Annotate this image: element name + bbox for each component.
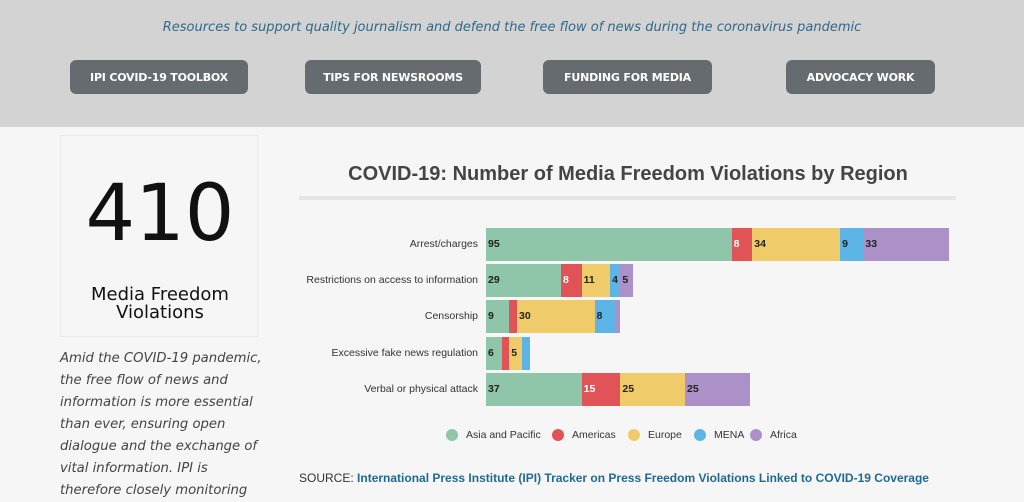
bar-segment-africa[interactable] <box>615 300 621 334</box>
legend-dot-icon <box>552 429 564 441</box>
legend-item[interactable]: Europe <box>628 429 682 441</box>
bar-segment-asia-and-pacific[interactable] <box>486 300 510 334</box>
bar-value-label: 11 <box>583 274 595 287</box>
category-label: Censorship <box>424 310 478 323</box>
bar-segment-europe[interactable] <box>517 300 595 334</box>
bar-value-label: 15 <box>583 382 596 395</box>
bar-segment-mena[interactable] <box>840 228 864 261</box>
bar-value-label: 30 <box>519 310 531 323</box>
legend-item[interactable]: MENA <box>694 429 744 441</box>
source-link[interactable]: International Press Institute (IPI) Trac… <box>357 471 929 485</box>
source-prefix: SOURCE: <box>299 471 354 485</box>
banner-tagline: Resources to support quality journalism … <box>162 20 862 35</box>
legend-item[interactable]: Asia and Pacific <box>446 429 541 441</box>
title-divider <box>299 196 956 200</box>
legend-dot-icon <box>628 429 640 441</box>
bar-value-label: 5 <box>511 346 518 359</box>
bar-segment-americas[interactable] <box>731 228 753 261</box>
funding-for-media-button[interactable]: FUNDING FOR MEDIA <box>543 60 712 94</box>
bar-segment-asia-and-pacific[interactable] <box>486 372 582 406</box>
violations-count: 410 <box>85 169 235 259</box>
bar-segment-mena[interactable] <box>610 264 621 298</box>
violations-stat-box: 410 Media Freedom Violations <box>60 135 258 337</box>
intro-paragraph: Amid the COVID-19 pandemic, the free flo… <box>60 351 262 498</box>
bar-segment-africa[interactable] <box>620 264 634 298</box>
violations-label-line1: Media Freedom <box>91 284 229 305</box>
legend-dot-icon <box>446 429 458 441</box>
bar-value-label: 4 <box>612 274 618 287</box>
ipi-covid-toolbox-button[interactable]: IPI COVID-19 TOOLBOX <box>70 60 248 94</box>
bar-value-label: 5 <box>622 274 629 287</box>
category-label: Arrest/charges <box>409 238 478 250</box>
category-label: Restrictions on access to information <box>306 274 478 287</box>
legend-label: Europe <box>648 429 682 441</box>
top-banner: Resources to support quality journalism … <box>0 0 1024 127</box>
bar-segment-europe[interactable] <box>509 336 523 370</box>
bar-segment-americas[interactable] <box>501 336 510 370</box>
legend-item[interactable]: Americas <box>552 429 616 441</box>
bar-segment-mena[interactable] <box>522 336 530 370</box>
legend-dot-icon <box>694 429 706 441</box>
bar-value-label: 8 <box>733 238 740 250</box>
legend-dot-icon <box>750 429 762 441</box>
legend-label: Asia and Pacific <box>466 429 541 441</box>
bar-segment-asia-and-pacific[interactable] <box>486 336 502 370</box>
bar-value-label: 33 <box>865 238 878 250</box>
bar-segment-europe[interactable] <box>620 372 686 406</box>
advocacy-work-button[interactable]: ADVOCACY WORK <box>786 60 935 94</box>
bar-value-label: 9 <box>488 310 494 323</box>
category-label: Excessive fake news regulation <box>331 346 479 359</box>
violations-label-line2: Violations <box>116 302 204 323</box>
bar-value-label: 95 <box>488 238 500 250</box>
bar-value-label: 34 <box>754 238 766 250</box>
bar-value-label: 6 <box>488 346 494 359</box>
violations-label: Media Freedom Violations <box>61 286 259 322</box>
legend-item[interactable]: Africa <box>750 429 797 441</box>
tips-for-newsrooms-button[interactable]: TIPS FOR NEWSROOMS <box>305 60 481 94</box>
bar-segment-africa[interactable] <box>863 228 949 261</box>
legend-label: MENA <box>714 429 745 441</box>
bar-segment-europe[interactable] <box>581 264 611 298</box>
bar-segment-mena[interactable] <box>594 300 616 334</box>
legend-label: Africa <box>770 429 797 441</box>
bar-segment-americas[interactable] <box>581 372 621 406</box>
source-line: SOURCE: International Press Institute (I… <box>299 471 929 485</box>
bar-value-label: 25 <box>622 382 635 395</box>
bar-value-label: 8 <box>562 274 569 287</box>
chart-legend: Asia and Pacific Americas Europe MENA Africa <box>0 429 1024 445</box>
bar-value-label: 9 <box>842 238 848 250</box>
bar-value-label: 25 <box>687 382 699 395</box>
chart-title: COVID-19: Number of Media Freedom Violat… <box>348 163 908 185</box>
bar-segment-asia-and-pacific[interactable] <box>486 228 732 261</box>
bar-value-label: 8 <box>596 310 603 323</box>
legend-label: Americas <box>572 429 616 441</box>
bar-segment-europe[interactable] <box>752 228 841 261</box>
bar-segment-africa[interactable] <box>685 372 750 406</box>
category-label: Verbal or physical attack <box>364 382 478 395</box>
bar-segment-americas[interactable] <box>560 264 582 298</box>
bar-segment-americas[interactable] <box>509 300 517 334</box>
bar-value-label: 37 <box>488 382 500 395</box>
bar-value-label: 29 <box>488 274 500 287</box>
bar-segment-asia-and-pacific[interactable] <box>486 264 561 298</box>
